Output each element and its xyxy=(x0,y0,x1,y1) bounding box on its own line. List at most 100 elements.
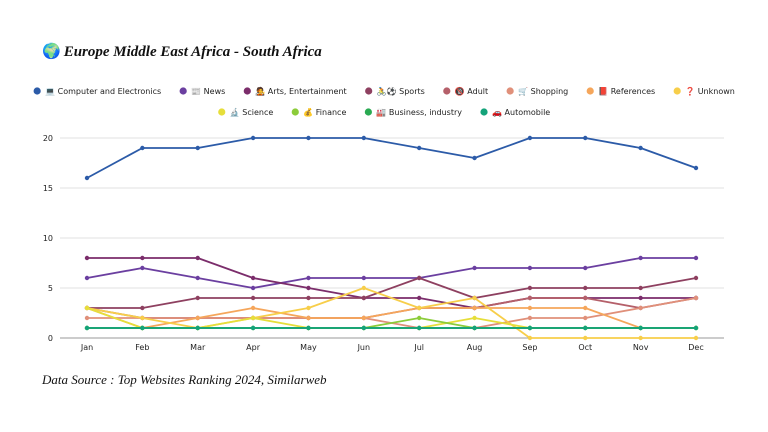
data-point xyxy=(583,305,588,311)
data-point xyxy=(140,145,145,151)
legend-label: 🚴⚽ Sports xyxy=(377,86,425,96)
legend-label: ❓ Unknown xyxy=(685,86,735,96)
data-point xyxy=(638,295,643,301)
legend-item-science: 🔬 Science xyxy=(218,107,273,117)
data-source: Data Source : Top Websites Ranking 2024,… xyxy=(42,372,327,387)
data-point xyxy=(416,275,422,281)
x-tick-label: Feb xyxy=(135,343,149,352)
data-point xyxy=(693,335,699,341)
data-point xyxy=(638,325,643,331)
legend-marker xyxy=(243,87,251,95)
data-point xyxy=(306,325,311,331)
x-tick-label: Jun xyxy=(357,343,371,352)
data-point xyxy=(361,325,367,331)
data-point xyxy=(638,305,643,311)
data-point xyxy=(527,335,533,341)
data-point xyxy=(693,165,699,171)
chart-title: 🌍 Europe Middle East Africa - South Afric… xyxy=(42,42,322,61)
series-line xyxy=(86,307,696,329)
x-tick-label: Dec xyxy=(688,343,703,352)
data-point xyxy=(84,325,90,331)
data-point xyxy=(638,335,643,341)
data-point xyxy=(472,295,477,301)
legend-item-finance: 💰 Finance xyxy=(291,107,346,117)
data-point xyxy=(306,285,311,291)
data-point xyxy=(361,275,367,281)
data-point xyxy=(583,325,588,331)
legend-marker xyxy=(365,87,373,95)
legend-marker xyxy=(673,87,681,95)
x-axis: Jan Feb Mar Apr May Jun Jul Aug Sep Oct Nov Dec xyxy=(80,343,704,352)
data-point xyxy=(527,305,533,311)
legend-marker xyxy=(586,87,594,95)
legend-label: 🧑‍🎤 Arts, Entertainment xyxy=(255,86,346,96)
legend-label: 🔞 Adult xyxy=(455,86,488,96)
data-point xyxy=(693,325,699,331)
series-line xyxy=(87,257,696,309)
data-point xyxy=(693,255,699,261)
x-tick-label: Apr xyxy=(246,343,261,352)
data-point xyxy=(472,325,477,331)
x-tick-label: Nov xyxy=(633,343,649,352)
legend-marker xyxy=(480,108,488,116)
legend-marker xyxy=(179,87,187,95)
legend-marker xyxy=(33,87,41,95)
data-point xyxy=(195,255,200,261)
data-point xyxy=(306,275,311,281)
y-tick-label: 15 xyxy=(43,184,53,193)
legend-item-unknown: ❓ Unknown xyxy=(673,86,735,96)
data-point xyxy=(140,305,145,311)
x-tick-label: Jul xyxy=(413,343,424,352)
data-point xyxy=(638,145,643,151)
globe-icon: 🌍 xyxy=(42,44,61,60)
data-point xyxy=(527,285,533,291)
data-point xyxy=(638,255,643,261)
data-point xyxy=(306,305,311,311)
data-point xyxy=(250,325,256,331)
data-point xyxy=(583,265,588,271)
x-tick-label: May xyxy=(300,343,317,352)
series-sports xyxy=(84,275,699,311)
x-tick-label: Oct xyxy=(578,343,592,352)
series-automobile xyxy=(84,325,699,331)
legend-label: 📰 News xyxy=(191,87,225,96)
data-point xyxy=(250,305,256,311)
legend-marker xyxy=(443,87,451,95)
legend-item-shopping: 🛒 Shopping xyxy=(506,86,568,96)
data-point xyxy=(472,315,477,321)
legend-item-business-industry: 🏭 Business, industry xyxy=(364,108,462,117)
legend-marker xyxy=(506,87,514,95)
data-point xyxy=(195,145,200,151)
legend-marker xyxy=(218,108,226,116)
data-point xyxy=(472,265,477,271)
y-tick-label: 10 xyxy=(43,234,53,243)
data-point xyxy=(527,265,533,271)
legend-marker xyxy=(291,108,299,116)
data-point xyxy=(84,305,90,311)
series-group xyxy=(84,135,699,341)
data-point xyxy=(583,315,588,321)
data-point xyxy=(306,135,311,141)
grid xyxy=(60,137,724,339)
data-point xyxy=(140,325,145,331)
data-point xyxy=(84,175,90,181)
legend-item-sports: 🚴⚽ Sports xyxy=(365,86,425,96)
legend-item-computer-and-electronics: 💻 Computer and Electronics xyxy=(33,87,161,96)
data-point xyxy=(195,295,200,301)
series-line xyxy=(87,317,696,329)
legend-label: 💻 Computer and Electronics xyxy=(45,87,161,96)
series-line xyxy=(86,257,696,289)
data-point xyxy=(195,275,200,281)
data-point xyxy=(361,285,367,291)
data-point xyxy=(416,315,422,321)
legend-label: 🔬 Science xyxy=(230,107,274,117)
data-point xyxy=(527,315,533,321)
data-point xyxy=(527,135,533,141)
series-news xyxy=(84,255,699,291)
data-point xyxy=(416,325,422,331)
x-tick-label: Jan xyxy=(80,343,93,352)
data-point xyxy=(527,325,533,331)
legend-item-references: 📕 References xyxy=(586,87,655,96)
series-computer-and-electronics xyxy=(84,135,699,181)
